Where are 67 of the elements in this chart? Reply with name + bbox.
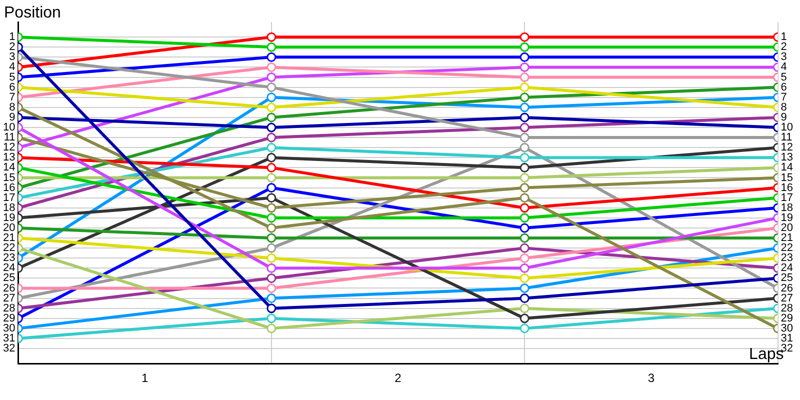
y-tick-label: 17 bbox=[2, 192, 16, 204]
y-tick-label: 11 bbox=[4, 132, 16, 144]
y-tick-label: 19 bbox=[2, 212, 16, 224]
y-tick-label: 20 bbox=[2, 222, 16, 234]
y2-tick-label: 10 bbox=[780, 122, 794, 134]
y2-tick-label: 2 bbox=[780, 41, 787, 54]
y2-tick-label: 14 bbox=[780, 162, 794, 174]
y-tick-label: 28 bbox=[2, 302, 16, 314]
y2-tick-label: 3 bbox=[780, 51, 787, 64]
y-tick-label: 7 bbox=[9, 91, 16, 104]
y-tick-label: 6 bbox=[9, 81, 16, 94]
y2-tick-label: 7 bbox=[780, 91, 787, 104]
x-tick-label: 1 bbox=[141, 371, 148, 386]
y-tick-label: 16 bbox=[2, 182, 16, 194]
y2-tick-label: 22 bbox=[780, 242, 794, 254]
y2-tick-label: 16 bbox=[780, 182, 794, 194]
y2-tick-label: 9 bbox=[780, 111, 787, 124]
y2-tick-label: 30 bbox=[780, 322, 794, 334]
y2-tick-label: 23 bbox=[780, 252, 794, 264]
y2-tick-label: 21 bbox=[780, 232, 794, 244]
y2-tick-label: 18 bbox=[780, 202, 794, 214]
y-tick-label: 2 bbox=[9, 41, 16, 54]
y-tick-label: 5 bbox=[9, 71, 16, 84]
x-tick-label: 2 bbox=[394, 371, 402, 386]
y-tick-label: 14 bbox=[2, 162, 16, 174]
y-tick-label: 10 bbox=[2, 122, 16, 134]
y-tick-label: 8 bbox=[9, 101, 16, 114]
y-tick-label: 24 bbox=[2, 262, 16, 274]
y2-tick-label: 4 bbox=[780, 61, 787, 74]
y2-tick-label: 12 bbox=[780, 142, 794, 154]
y2-tick-label: 19 bbox=[780, 212, 794, 224]
y2-tick-label: 26 bbox=[780, 282, 794, 294]
x-tick-label: 3 bbox=[648, 371, 655, 386]
y-tick-label: 9 bbox=[9, 111, 16, 124]
y-tick-label: 23 bbox=[2, 252, 16, 264]
y-tick-label: 12 bbox=[2, 142, 16, 154]
y2-tick-label: 24 bbox=[780, 262, 794, 274]
y2-tick-label: 13 bbox=[780, 152, 794, 164]
y-axis-title: Position bbox=[4, 4, 61, 22]
y2-tick-label: 1 bbox=[780, 31, 787, 44]
y-tick-label: 13 bbox=[2, 152, 16, 164]
y-tick-label: 3 bbox=[9, 51, 16, 64]
y-tick-label: 29 bbox=[2, 312, 16, 324]
y-tick-label: 27 bbox=[2, 292, 16, 304]
y2-tick-label: 25 bbox=[780, 272, 794, 284]
y2-tick-label: 5 bbox=[780, 71, 787, 84]
y-tick-label: 15 bbox=[2, 172, 16, 184]
y-tick-label: 25 bbox=[2, 272, 16, 284]
y2-tick-label: 15 bbox=[780, 172, 794, 184]
y2-tick-label: 27 bbox=[780, 292, 794, 304]
y-tick-label: 4 bbox=[9, 61, 16, 74]
y2-tick-label: 28 bbox=[780, 302, 794, 314]
y-tick-label: 22 bbox=[2, 242, 16, 254]
y2-tick-label: 17 bbox=[780, 192, 794, 204]
y-tick-label: 30 bbox=[2, 322, 16, 334]
y2-tick-label: 20 bbox=[780, 222, 794, 234]
y2-tick-label: 29 bbox=[780, 312, 794, 324]
y-tick-label: 31 bbox=[2, 332, 16, 345]
y2-tick-label: 6 bbox=[780, 81, 787, 94]
y-tick-label: 1 bbox=[9, 31, 16, 44]
y-tick-label: 21 bbox=[2, 232, 16, 244]
y-tick-label: 26 bbox=[2, 282, 16, 294]
y2-tick-label: 11 bbox=[780, 132, 792, 144]
y2-tick-label: 31 bbox=[780, 332, 794, 345]
y-tick-label: 18 bbox=[2, 202, 16, 214]
y-tick-label: 32 bbox=[2, 342, 16, 355]
y2-tick-label: 8 bbox=[780, 101, 787, 114]
